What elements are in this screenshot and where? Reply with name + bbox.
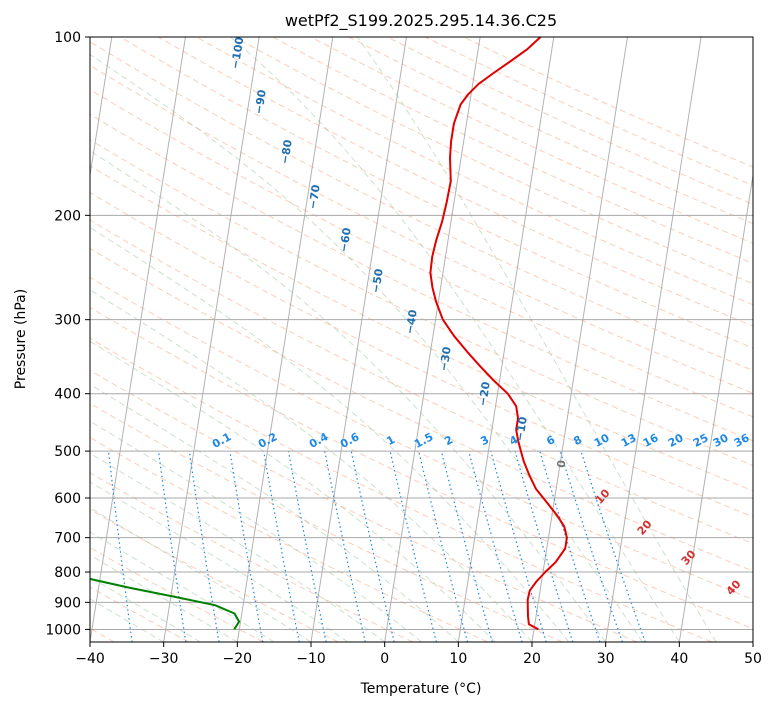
dry-adiabat bbox=[196, 37, 753, 306]
profiles bbox=[90, 37, 568, 631]
mixing-ratio-label: 20 bbox=[666, 431, 686, 450]
mixing-ratio-line bbox=[514, 450, 574, 642]
x-tick-label: 0 bbox=[380, 651, 389, 667]
moist-adiabat bbox=[90, 383, 459, 642]
dry-adiabat bbox=[90, 113, 753, 442]
isotherm-line bbox=[678, 171, 753, 642]
mixing-ratio-line bbox=[440, 450, 493, 642]
dry-adiabat bbox=[90, 165, 753, 492]
dry-adiabat bbox=[90, 508, 339, 642]
isotherm-label: −100 bbox=[229, 36, 247, 70]
moist-adiabat bbox=[90, 53, 643, 642]
moist-adiabat bbox=[90, 554, 238, 642]
isotherm-line bbox=[384, 37, 481, 642]
y-tick-label: 200 bbox=[54, 208, 81, 224]
dry-adiabat bbox=[90, 402, 563, 642]
dry-adiabat bbox=[90, 306, 753, 630]
dry-adiabat bbox=[90, 247, 753, 572]
y-tick-label: 400 bbox=[54, 387, 81, 403]
background-lines bbox=[90, 37, 753, 642]
x-axis-title: Temperature (°C) bbox=[360, 681, 482, 697]
mixing-ratio-label: 36 bbox=[732, 431, 752, 450]
isotherm-label: −20 bbox=[476, 380, 493, 407]
isotherm-line bbox=[310, 37, 407, 642]
isotherm-label: −90 bbox=[252, 88, 269, 115]
y-tick-label: 900 bbox=[54, 595, 81, 611]
dry-adiabat bbox=[90, 369, 638, 642]
moist-adiabat bbox=[90, 340, 496, 642]
moist-adiabat bbox=[90, 289, 533, 642]
y-tick-label: 600 bbox=[54, 491, 81, 507]
x-tick-label: −20 bbox=[223, 651, 253, 667]
dry-adiabat bbox=[90, 219, 753, 545]
isotherm-line bbox=[236, 37, 334, 642]
isotherm-label: −70 bbox=[306, 183, 323, 210]
isotherm-label: −40 bbox=[403, 308, 420, 335]
x-tick-label: 50 bbox=[744, 651, 762, 667]
x-tick-label: 20 bbox=[523, 651, 541, 667]
isotherm-label-zero: 0 bbox=[554, 459, 568, 469]
mixing-ratio-line bbox=[490, 450, 547, 642]
mixing-ratio-label: 10 bbox=[592, 431, 612, 450]
isotherm-line bbox=[457, 37, 555, 642]
x-tick-label: 40 bbox=[670, 651, 688, 667]
x-tick-label: 30 bbox=[597, 651, 615, 667]
moist-adiabat bbox=[90, 507, 312, 642]
mixing-ratio-line bbox=[468, 450, 523, 642]
mixing-ratio-label: 13 bbox=[619, 431, 639, 450]
x-axis: −40 −30 −20 −10 0 10 20 30 40 50 bbox=[75, 642, 762, 667]
chart-title: wetPf2_S199.2025.295.14.36.C25 bbox=[285, 11, 557, 31]
moist-adiabat bbox=[90, 420, 422, 642]
isotherm-line bbox=[605, 37, 702, 642]
x-tick-label: −40 bbox=[75, 651, 105, 667]
temperature-line bbox=[429, 37, 568, 631]
y-tick-label: 700 bbox=[54, 531, 81, 547]
y-tick-label: 500 bbox=[54, 444, 81, 460]
y-axis: 100 200 300 400 500 600 700 800 900 1000 bbox=[45, 30, 90, 638]
mixing-ratio-line bbox=[539, 450, 601, 642]
isotherm-label: −80 bbox=[278, 138, 295, 165]
isotherm-line bbox=[90, 37, 186, 642]
x-tick-label: −30 bbox=[149, 651, 179, 667]
moist-adiabat bbox=[230, 37, 680, 642]
y-tick-label: 1000 bbox=[45, 622, 81, 638]
moist-adiabat bbox=[90, 452, 385, 642]
isotherm-label: −10 bbox=[513, 415, 530, 442]
isotherm-label: −30 bbox=[437, 345, 454, 372]
y-tick-label: 300 bbox=[54, 313, 81, 329]
mixing-ratio-label: 30 bbox=[711, 431, 731, 450]
dry-adiabat bbox=[90, 41, 753, 371]
isotherm-line bbox=[163, 37, 260, 642]
mixing-ratio-label: 16 bbox=[641, 431, 661, 450]
y-tick-label: 100 bbox=[54, 30, 81, 46]
isotherm-label: −50 bbox=[369, 267, 386, 294]
dry-adiabat bbox=[90, 546, 264, 642]
mixing-ratio-line bbox=[188, 451, 220, 642]
moist-adiabat bbox=[90, 226, 570, 642]
x-tick-label: 10 bbox=[449, 651, 467, 667]
isotherm-line bbox=[90, 37, 113, 179]
moist-adiabat bbox=[90, 150, 607, 642]
mixing-ratio-label: 25 bbox=[691, 431, 711, 450]
dry-adiabat bbox=[90, 191, 753, 518]
dry-adiabat bbox=[234, 37, 753, 285]
mixing-ratio-line bbox=[107, 451, 133, 642]
dry-adiabat bbox=[90, 276, 753, 601]
y-axis-title: Pressure (hPa) bbox=[13, 289, 29, 389]
moist-adiabat bbox=[90, 481, 349, 642]
isotherm-line bbox=[531, 37, 628, 642]
moist-adiabat bbox=[90, 576, 201, 642]
y-tick-label: 800 bbox=[54, 565, 81, 581]
dry-adiabat bbox=[119, 37, 753, 349]
mixing-ratio-line bbox=[157, 451, 187, 642]
dry-adiabat bbox=[90, 89, 753, 418]
mixing-ratio-line bbox=[229, 451, 264, 642]
mixing-ratio-line bbox=[263, 450, 300, 642]
isotherm-label: −60 bbox=[337, 226, 354, 253]
plot-frame bbox=[89, 36, 754, 643]
x-tick-label: −10 bbox=[296, 651, 326, 667]
